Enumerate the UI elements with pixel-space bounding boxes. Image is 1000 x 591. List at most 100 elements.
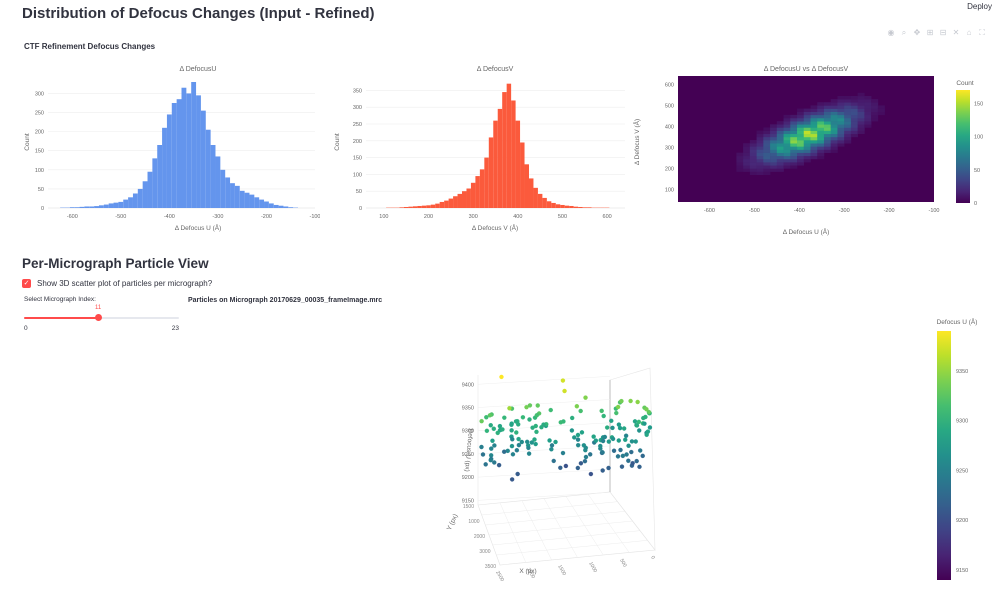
heatmap-cell [797, 114, 805, 119]
heatmap-cell [743, 162, 751, 166]
zoom-in-icon[interactable]: ⊞ [926, 28, 934, 37]
heatmap-cell [850, 105, 858, 109]
heatmap-cell [830, 140, 838, 144]
heatmap-cell [749, 155, 757, 160]
histogram-bar [264, 201, 269, 208]
histogram-bar [475, 176, 480, 208]
heatmap-cell [770, 152, 778, 157]
heatmap-cell [844, 121, 852, 125]
particle-point [623, 437, 628, 442]
heatmap-cell [823, 149, 832, 153]
particle-point [619, 398, 624, 404]
particle-point [558, 420, 563, 425]
home-icon[interactable]: ⌂ [966, 28, 972, 37]
histogram-bar [268, 203, 274, 208]
particle-point [575, 432, 581, 438]
heatmap-cell [756, 149, 764, 153]
camera-icon[interactable]: ◉ [887, 28, 895, 37]
fullscreen-icon[interactable]: ⛶ [979, 28, 985, 37]
heatmap-cell [871, 111, 879, 116]
heatmap-cell [770, 155, 778, 160]
colorbar-title: Count [956, 80, 974, 87]
heatmap-cell [790, 149, 798, 153]
heatmap-cell [770, 136, 778, 141]
heatmap-cell [763, 136, 771, 141]
heatmap-cell [864, 114, 872, 119]
colorbar-tick-label: 50 [974, 168, 980, 174]
histogram-bar [273, 204, 279, 208]
pan-icon[interactable]: ✥ [913, 28, 921, 37]
zoom-icon[interactable]: ⌕ [901, 28, 907, 37]
heatmap-cell [857, 95, 865, 100]
scatter-toggle-row[interactable]: ✓ Show 3D scatter plot of particles per … [22, 279, 212, 288]
heatmap-cell [797, 111, 805, 116]
zoom-out-icon[interactable]: ⊟ [939, 28, 947, 37]
histogram-bar [259, 199, 265, 208]
particle-point [610, 425, 615, 431]
heatmap-cell [850, 130, 858, 135]
y-tick-label: 200 [353, 139, 362, 145]
colorbar-tick-label: 9250 [956, 468, 968, 474]
heatmap-cell [810, 121, 818, 125]
histogram-bar [234, 185, 240, 208]
slider-thumb[interactable] [94, 314, 102, 321]
histogram-bar [421, 205, 427, 208]
heatmap-cell [743, 143, 751, 147]
histogram-bar [79, 206, 85, 208]
heatmap-cell [783, 136, 791, 141]
heatmap-cell [770, 168, 778, 172]
heatmap-cell [770, 143, 778, 147]
particle-point [480, 452, 486, 457]
heatmap-cell [810, 149, 818, 153]
heatmap-cell [763, 133, 771, 138]
checkbox-label: Show 3D scatter plot of particles per mi… [37, 279, 213, 288]
heatmap-cell [783, 124, 791, 128]
histogram-bar [132, 193, 138, 208]
heatmap-cell [817, 149, 825, 153]
heatmap-cell [844, 136, 852, 141]
chart-title: Δ DefocusV [477, 66, 514, 73]
heatmap-cell [817, 130, 825, 135]
heatmap-cell [756, 165, 764, 169]
heatmap-cell [857, 124, 865, 128]
heatmap-cell [830, 133, 838, 138]
histogram-bar [152, 158, 158, 208]
heatmap-cell [837, 111, 845, 116]
particle-point [629, 439, 635, 444]
heatmap-cell [823, 118, 832, 122]
heatmap-cell [797, 152, 805, 157]
particle-point [582, 458, 588, 464]
histogram-bar [108, 203, 114, 208]
heatmap-cell [749, 143, 757, 147]
page-title: Distribution of Defocus Changes (Input -… [22, 5, 375, 22]
heatmap-cell [871, 99, 879, 103]
checkbox-checked-icon[interactable]: ✓ [22, 279, 31, 288]
particle-point [569, 428, 575, 433]
heatmap-cell [770, 149, 778, 153]
heatmap-cell [830, 143, 838, 147]
heatmap-cell [763, 162, 771, 166]
scatter-3d-particles[interactable]: 9150 9200 9250 9300 9350 9400 2500 2000 1500 1000… [440, 360, 670, 585]
histogram-bar [430, 204, 436, 208]
heatmap-cell [810, 111, 818, 116]
y-tick-label: 1000 [468, 519, 479, 525]
particle-point [526, 445, 531, 451]
autoscale-icon[interactable]: ✕ [952, 28, 960, 37]
particle-point [644, 432, 649, 438]
x-axis-label: Δ Defocus V (Å) [472, 223, 518, 232]
micrograph-index-slider[interactable]: 11 0 23 [24, 305, 179, 332]
particle-point [588, 471, 594, 477]
heatmap-cell [823, 146, 832, 150]
deploy-button[interactable]: Deploy [967, 2, 992, 11]
y-axis-label: Count [24, 133, 31, 151]
scatter-plot-title: Particles on Micrograph 20170629_00035_f… [188, 297, 383, 304]
particle-point [614, 410, 619, 416]
particle-point [610, 436, 616, 442]
x-tick-label: -600 [704, 208, 715, 214]
heatmap-cell [864, 95, 872, 100]
x-tick-label: 500 [618, 558, 627, 568]
scatter-colorbar: Defocus U (Å) 9150 9200 9250 9300 9350 [937, 317, 977, 580]
heatmap-cell [871, 105, 879, 109]
heatmap-cell [756, 136, 764, 141]
heatmap-cell [783, 158, 791, 163]
